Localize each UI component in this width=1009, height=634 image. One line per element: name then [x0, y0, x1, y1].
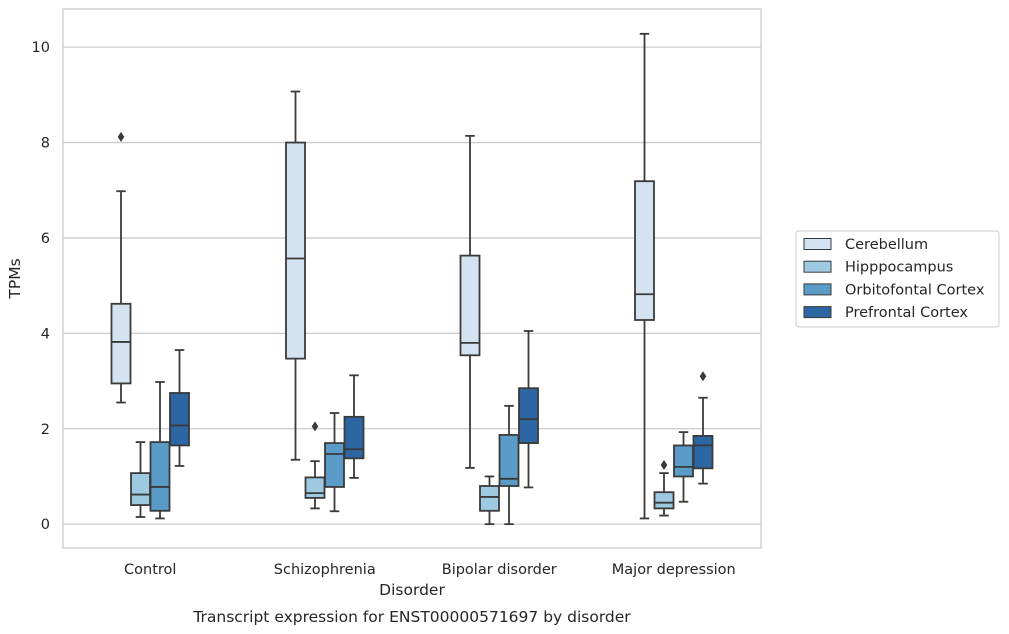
- box: [518, 387, 539, 444]
- legend-item: Cerebellum: [803, 237, 928, 253]
- chart-caption: Transcript expression for ENST0000057169…: [192, 608, 631, 626]
- legend-label: Orbitofontal Cortex: [845, 282, 985, 298]
- box-group: [149, 381, 171, 520]
- plot-frame: [62, 8, 762, 549]
- outlier-point: [660, 460, 668, 471]
- outlier-point: [311, 421, 319, 432]
- box: [169, 392, 190, 447]
- box: [343, 415, 365, 460]
- box-group: [653, 460, 675, 517]
- box-group: [518, 330, 539, 489]
- box: [479, 485, 500, 512]
- y-tick-label: 0: [41, 517, 50, 533]
- box: [459, 254, 481, 357]
- y-axis-label: TPMs: [6, 258, 24, 299]
- legend-label: Prefrontal Cortex: [845, 305, 968, 321]
- legend-swatch: [803, 283, 832, 296]
- legend-swatch: [803, 306, 832, 319]
- legend-label: Hipppocampus: [845, 260, 953, 276]
- x-tick-label: Schizophrenia: [274, 562, 376, 578]
- x-tick-label: Major depression: [612, 562, 736, 578]
- box-group: [110, 131, 132, 404]
- box: [692, 435, 714, 470]
- box-group: [634, 32, 655, 520]
- legend-label: Cerebellum: [845, 237, 928, 253]
- box: [285, 141, 306, 360]
- x-tick-label: Control: [124, 562, 176, 578]
- box: [304, 476, 326, 499]
- box-group: [343, 374, 365, 479]
- box-group: [130, 441, 151, 518]
- legend: Cerebellum Hipppocampus Orbitofontal Corte…: [795, 230, 1000, 328]
- x-tick-labels: Control Schizophrenia Bipolar disorder Majo…: [124, 562, 736, 578]
- legend-swatch: [803, 238, 832, 250]
- box: [130, 472, 151, 506]
- legend-frame: [795, 230, 1000, 328]
- x-tick-label: Bipolar disorder: [442, 562, 557, 578]
- x-axis-label: Disorder: [379, 581, 445, 599]
- box: [498, 434, 520, 487]
- box-group: [304, 421, 326, 510]
- y-tick-labels: 0 2 4 6 8 10: [32, 40, 50, 533]
- box: [653, 491, 675, 510]
- legend-item: Hipppocampus: [803, 260, 953, 276]
- box-group: [324, 412, 345, 513]
- y-tick-label: 2: [41, 422, 50, 438]
- box-group: [692, 371, 714, 485]
- legend-item: Prefrontal Cortex: [803, 305, 968, 321]
- outlier-point: [117, 131, 125, 142]
- outlier-point: [699, 371, 707, 382]
- legend-swatch: [803, 260, 832, 273]
- box: [149, 441, 171, 512]
- legend-item: Orbitofontal Cortex: [803, 282, 985, 298]
- box: [324, 442, 345, 488]
- box-group: [498, 404, 520, 526]
- box-group: [285, 90, 306, 461]
- box-plots: [110, 32, 714, 526]
- box: [110, 302, 132, 385]
- y-tick-label: 6: [41, 231, 50, 247]
- box: [634, 180, 655, 321]
- box-group: [479, 475, 500, 526]
- y-tick-label: 4: [41, 326, 50, 342]
- box-group: [673, 431, 694, 503]
- box: [673, 444, 694, 478]
- box-group: [459, 134, 481, 469]
- box-group: [169, 349, 190, 467]
- y-tick-label: 10: [32, 40, 50, 56]
- y-tick-label: 8: [41, 136, 50, 152]
